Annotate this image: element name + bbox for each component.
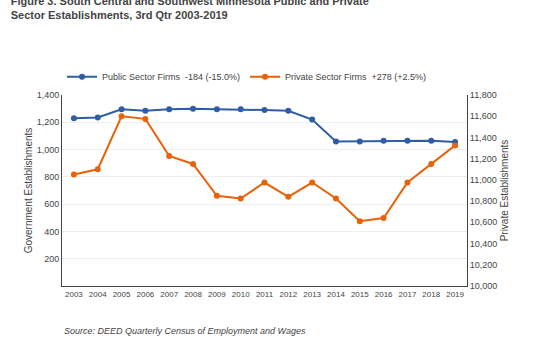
svg-text:1,400: 1,400 <box>37 90 60 100</box>
svg-text:400: 400 <box>44 227 59 237</box>
svg-text:2018: 2018 <box>422 290 440 299</box>
svg-text:2009: 2009 <box>208 290 226 299</box>
svg-text:11,800: 11,800 <box>470 90 497 100</box>
svg-text:600: 600 <box>44 199 59 209</box>
svg-text:Private Sector Firms +278 (+2: Private Sector Firms +278 (+2.5%) <box>285 72 426 82</box>
svg-text:2010: 2010 <box>232 290 250 299</box>
svg-text:2011: 2011 <box>256 290 274 299</box>
svg-text:2008: 2008 <box>184 290 202 299</box>
svg-text:10,200: 10,200 <box>470 260 498 270</box>
svg-text:10,400: 10,400 <box>470 239 498 249</box>
svg-text:10,800: 10,800 <box>470 196 498 206</box>
svg-text:2017: 2017 <box>399 290 417 299</box>
svg-text:2003: 2003 <box>65 290 83 299</box>
svg-text:Private Establishments: Private Establishments <box>499 140 510 242</box>
svg-text:Source: DEED Quarterly Census: Source: DEED Quarterly Census of Employm… <box>64 326 306 336</box>
svg-text:10,600: 10,600 <box>470 217 498 227</box>
svg-text:11,200: 11,200 <box>470 154 497 164</box>
svg-text:2014: 2014 <box>327 290 345 299</box>
svg-text:11,600: 11,600 <box>470 111 497 121</box>
svg-text:Public Sector Firms -184 (-15: Public Sector Firms -184 (-15.0%) <box>102 72 240 82</box>
svg-text:1,000: 1,000 <box>37 145 60 155</box>
svg-text:1,200: 1,200 <box>37 117 60 127</box>
svg-text:Government Establishments: Government Establishments <box>23 128 34 254</box>
svg-text:2006: 2006 <box>136 290 154 299</box>
svg-text:2016: 2016 <box>375 290 393 299</box>
svg-text:2005: 2005 <box>113 290 131 299</box>
svg-text:2019: 2019 <box>446 290 464 299</box>
svg-text:800: 800 <box>44 172 59 182</box>
svg-text:11,400: 11,400 <box>470 133 497 143</box>
svg-text:10,000: 10,000 <box>470 281 498 291</box>
svg-text:2007: 2007 <box>160 290 178 299</box>
svg-text:2012: 2012 <box>279 290 297 299</box>
svg-text:2015: 2015 <box>351 290 369 299</box>
svg-text:2004: 2004 <box>89 290 107 299</box>
svg-text:Figure 3. South Central and So: Figure 3. South Central and Southwest Mi… <box>11 0 369 21</box>
svg-text:200: 200 <box>44 254 59 264</box>
svg-text:2013: 2013 <box>303 290 321 299</box>
svg-text:11,000: 11,000 <box>470 175 497 185</box>
